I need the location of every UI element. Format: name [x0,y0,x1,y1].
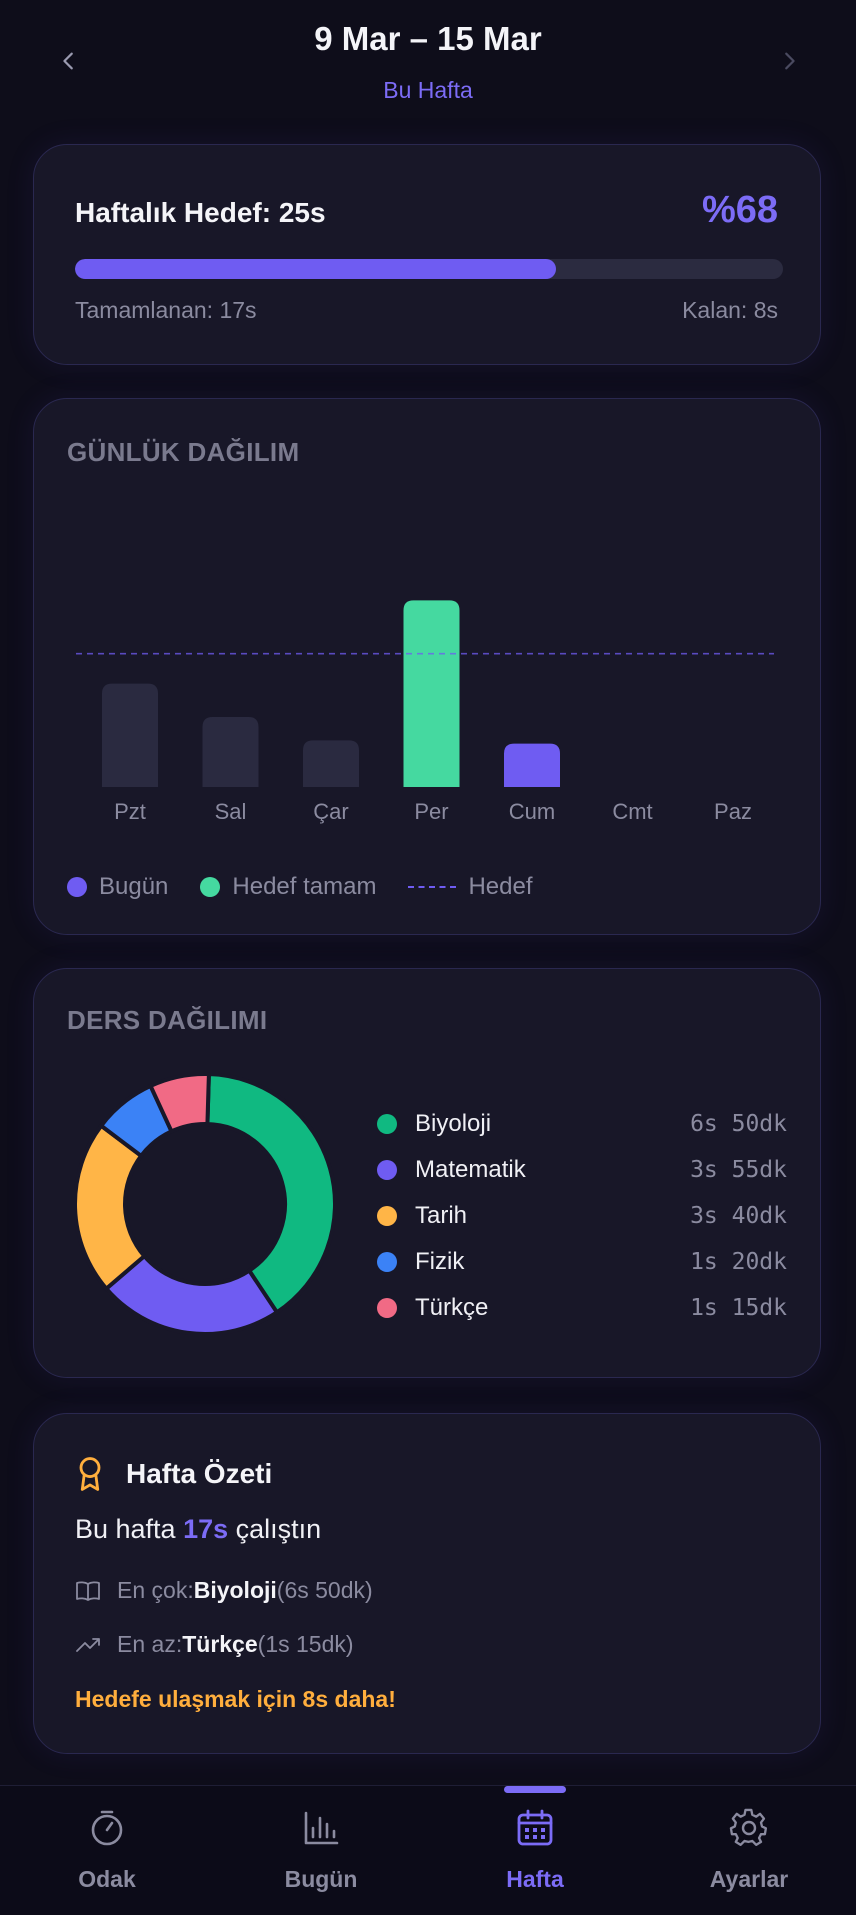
donut-slice-Türkçe [147,1073,211,1135]
summary-total-line: Bu hafta 17s çalıştın [75,1514,321,1545]
summary-most-subject: Biyoloji [193,1577,277,1603]
nav-label-ayarlar: Ayarlar [709,1866,789,1892]
chevron-left-icon [63,52,73,70]
x-tick-label: Cum [509,799,555,824]
legend-goal-dash [408,886,457,888]
bottom-navigation: Odak Bugün Hafta Ayarlar [0,1785,856,1915]
subject-time: 3s 40dk [690,1203,787,1229]
daily-distribution-card: GÜNLÜK DAĞILIM Pzt Sal Çar Per Cum Cmt Paz Bug… [33,398,821,935]
subject-name: Tarih [415,1202,468,1229]
subject-time: 3s 55dk [690,1157,787,1183]
nav-label-bugun: Bugün [284,1866,358,1892]
subject-time: 1s 20dk [690,1249,787,1275]
next-week-button[interactable] [774,46,804,76]
subject-name: Biyoloji [415,1110,492,1137]
subject-color-dot [377,1114,397,1134]
summary-least-subject: Türkçe [182,1631,258,1657]
week-header: 9 Mar – 15 Mar Bu Hafta [0,0,856,140]
bar-Cum [504,743,560,787]
summary-most-time: (6s 50dk) [276,1577,373,1603]
summary-most-label: En çok: [117,1577,194,1603]
bar-Sal [202,717,259,787]
weekly-goal-card: Haftalık Hedef: 25s %68 Tamamlanan: 17s … [33,144,821,365]
nav-item-bugun[interactable]: Bugün [214,1786,428,1915]
summary-title: Hafta Özeti [126,1458,273,1489]
nav-label-hafta: Hafta [506,1866,564,1892]
subject-row: Matematik 3s 55dk [377,1147,787,1193]
legend-today-dot [67,877,87,897]
daily-distribution-title: GÜNLÜK DAĞILIM [67,437,300,467]
weekly-goal-percent: %68 [701,189,778,231]
legend-today: Bugün [67,873,168,901]
subject-distribution-title: DERS DAĞILIMI [67,1005,268,1035]
subject-donut-chart [74,1073,336,1335]
nav-item-hafta[interactable]: Hafta [428,1786,642,1915]
x-tick-label: Paz [714,799,752,824]
bar-Per [403,600,460,787]
subject-time: 6s 50dk [690,1111,787,1137]
summary-line-prefix: Bu hafta [75,1514,184,1544]
x-tick-label: Pzt [114,799,146,824]
legend-goal-met-dot [200,877,221,897]
subject-distribution-card: DERS DAĞILIMI Biyoloji 6s 50dk Matematik 3s… [33,968,821,1378]
donut-slice-Biyoloji [205,1073,336,1316]
completed-hours: Tamamlanan: 17s [75,297,257,323]
nav-item-odak[interactable]: Odak [0,1786,214,1915]
legend-goal-met-label: Hedef tamam [232,873,377,900]
subject-row: Tarih 3s 40dk [377,1193,787,1239]
subject-row: Fizik 1s 20dk [377,1239,787,1285]
active-tab-indicator [504,1786,566,1793]
award-icon [79,1457,101,1491]
summary-line-suffix: çalıştın [228,1514,322,1544]
subject-name: Matematik [415,1156,526,1183]
subject-name: Fizik [415,1248,465,1275]
subject-time: 1s 15dk [690,1295,787,1321]
book-open-icon [76,1580,100,1601]
x-tick-label: Sal [215,799,247,824]
subject-color-dot [377,1160,397,1180]
x-tick-label: Cmt [612,799,652,824]
subject-list: Biyoloji 6s 50dk Matematik 3s 55dk Tarih 3s 4… [377,1101,787,1331]
bar-Pzt [102,683,158,787]
subject-row: Türkçe 1s 15dk [377,1285,787,1331]
week-subtitle: Bu Hafta [383,77,473,103]
bar-Çar [303,740,359,787]
summary-least-row: En az: Türkçe (1s 15dk) [75,1631,354,1658]
summary-header: Hafta Özeti [74,1456,272,1492]
daily-bar-chart: Pzt Sal Çar Per Cum Cmt Paz [76,600,774,824]
nav-item-ayarlar[interactable]: Ayarlar [642,1786,856,1915]
week-range-title: 9 Mar – 15 Mar [314,20,542,57]
summary-goal-warning: Hedefe ulaşmak için 8s daha! [75,1686,396,1712]
nav-label-odak: Odak [78,1866,136,1892]
x-tick-label: Çar [313,799,348,824]
summary-most-row: En çok: Biyoloji (6s 50dk) [75,1577,373,1604]
chart-legend: Bugün Hedef tamam Hedef [67,873,565,901]
remaining-hours: Kalan: 8s [682,297,778,323]
subject-color-dot [377,1298,397,1318]
x-tick-label: Per [414,799,448,824]
chevron-right-icon [785,52,795,70]
bar-chart-icon [304,1811,339,1845]
gear-icon [729,1808,768,1846]
subject-row: Biyoloji 6s 50dk [377,1101,787,1147]
subject-color-dot [377,1206,397,1226]
summary-least-time: (1s 15dk) [257,1631,354,1657]
legend-goal-met: Hedef tamam [200,873,376,901]
weekly-goal-progress-fill [75,259,557,279]
prev-week-button[interactable] [54,46,84,76]
timer-icon [91,1810,123,1846]
summary-least-label: En az: [117,1631,183,1657]
trending-up-icon [76,1637,100,1652]
summary-total-hours: 17s [183,1514,229,1544]
subject-name: Türkçe [415,1294,489,1321]
subject-color-dot [377,1252,397,1272]
weekly-summary-card: Hafta Özeti Bu hafta 17s çalıştın En çok… [33,1413,821,1754]
weekly-goal-title: Haftalık Hedef: 25s [75,197,326,228]
calendar-icon [517,1809,553,1846]
legend-goal-label: Hedef [468,873,533,900]
legend-today-label: Bugün [99,873,169,900]
legend-goal-line: Hedef [408,873,533,901]
weekly-goal-progress-bar [75,259,783,279]
